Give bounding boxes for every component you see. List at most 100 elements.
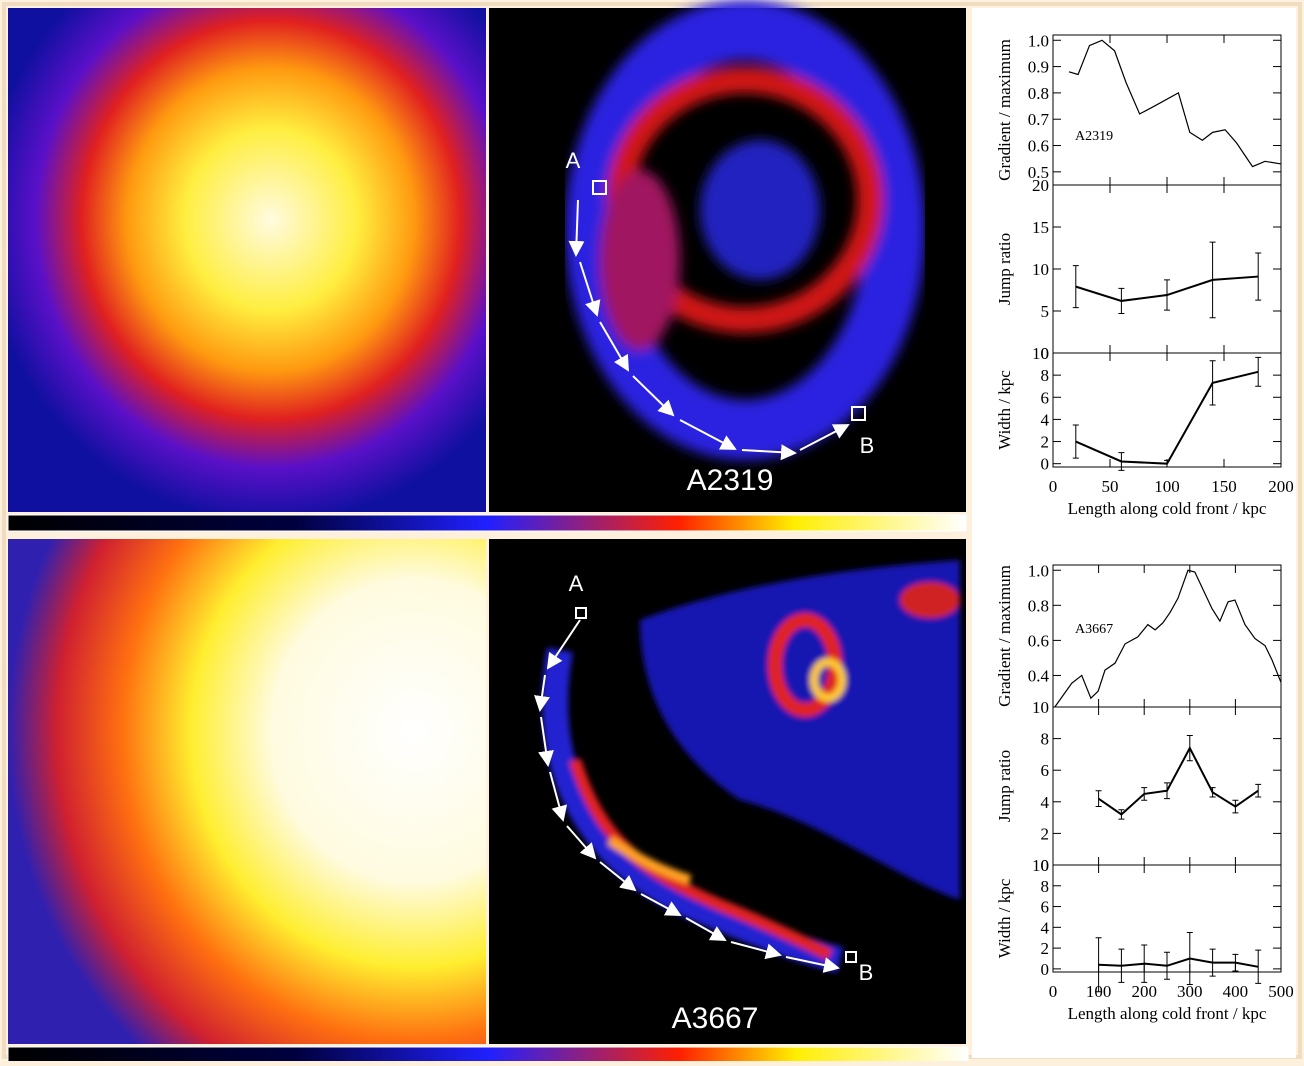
y-tick-label: 10 — [1032, 260, 1049, 279]
y-tick-label: 4 — [1041, 410, 1050, 429]
y-tick-label: 6 — [1041, 388, 1050, 407]
y-tick-label: 8 — [1041, 366, 1050, 385]
data-line — [1054, 569, 1282, 708]
error-bar — [1164, 782, 1170, 800]
y-tick-label: 0.4 — [1028, 666, 1050, 685]
error-bar — [1095, 790, 1102, 808]
arrow — [785, 956, 840, 973]
error-bar — [1255, 356, 1262, 387]
y-tick-label: 2 — [1041, 939, 1050, 958]
x-tick-label: 0 — [1049, 982, 1058, 1001]
error-bar — [1072, 265, 1079, 309]
error-bar — [1186, 734, 1193, 762]
error-bar — [1141, 944, 1148, 983]
error-bar — [1095, 937, 1102, 993]
y-tick-label: 1.0 — [1028, 561, 1049, 580]
data-line — [1098, 745, 1259, 816]
x-tick-label: 200 — [1268, 477, 1294, 496]
arrow — [679, 419, 737, 450]
gradient-structure — [565, 0, 925, 460]
arrow — [579, 261, 601, 317]
arrow — [566, 825, 597, 860]
x-axis-label: Length along cold front / kpc — [1068, 1004, 1267, 1023]
error-bar — [1072, 424, 1079, 459]
gradient-structure — [542, 560, 960, 973]
x-axis-label: Length along cold front / kpc — [1068, 499, 1267, 518]
error-bar — [1141, 787, 1148, 801]
data-line — [1068, 39, 1282, 168]
y-axis-label: Width / kpc — [995, 878, 1014, 958]
y-tick-label: 0.9 — [1028, 58, 1049, 77]
arrow — [632, 375, 675, 417]
y-axis-label: Gradient / maximum — [995, 565, 1014, 707]
error-bar — [1118, 809, 1125, 820]
error-bar — [1255, 949, 1262, 984]
error-bar — [1232, 799, 1239, 814]
error-bar — [1232, 953, 1239, 972]
arrow — [538, 716, 554, 767]
arrow — [640, 893, 682, 916]
y-tick-label: 0.8 — [1028, 84, 1049, 103]
point-label: B — [859, 960, 874, 985]
y-tick-label: 8 — [1041, 730, 1050, 749]
y-tick-label: 15 — [1032, 218, 1049, 237]
y-tick-label: 10 — [1032, 344, 1049, 363]
arrow — [741, 444, 797, 461]
arrow — [599, 861, 637, 892]
x-tick-label: 100 — [1154, 477, 1180, 496]
error-bar — [1118, 452, 1125, 471]
error-bar — [1209, 360, 1216, 406]
y-axis-label: Jump ratio — [995, 233, 1014, 305]
arrow — [799, 424, 850, 451]
error-bar — [1118, 287, 1125, 315]
y-tick-label: 0.6 — [1028, 137, 1049, 156]
error-bar — [1255, 783, 1262, 798]
y-tick-label: 4 — [1041, 793, 1050, 812]
y-tick-label: 5 — [1041, 302, 1050, 321]
error-bar — [1209, 787, 1216, 798]
colorbar — [7, 1046, 969, 1064]
y-tick-label: 0.7 — [1028, 110, 1050, 129]
plot-area-background — [972, 8, 1296, 1058]
arrow — [730, 941, 782, 960]
annotation: A3667 — [1075, 622, 1113, 637]
y-tick-label: 0 — [1041, 455, 1050, 474]
y-tick-label: 1.0 — [1028, 31, 1049, 50]
xray-image — [8, 8, 486, 512]
y-tick-label: 8 — [1041, 877, 1050, 896]
y-tick-label: 10 — [1032, 856, 1049, 875]
error-bar — [1255, 252, 1262, 301]
y-tick-label: 4 — [1041, 918, 1050, 937]
cluster-label: A3667 — [672, 1002, 759, 1035]
arrow — [568, 199, 585, 257]
start-box — [592, 180, 607, 195]
x-tick-label: 0 — [1049, 477, 1058, 496]
xray-image — [8, 539, 486, 1044]
error-bar — [1118, 948, 1125, 983]
start-box — [575, 607, 587, 619]
x-tick-label: 50 — [1102, 477, 1119, 496]
point-label: A — [566, 148, 581, 173]
point-label: B — [860, 433, 875, 458]
y-axis-label: Jump ratio — [995, 750, 1014, 822]
y-tick-label: 0 — [1041, 960, 1050, 979]
error-bar — [1164, 951, 1170, 980]
arrow — [546, 619, 581, 670]
x-tick-label: 500 — [1268, 982, 1294, 1001]
y-tick-label: 2 — [1041, 824, 1050, 843]
colorbar — [7, 514, 967, 532]
error-bar — [1164, 279, 1170, 311]
x-tick-label: 150 — [1211, 477, 1237, 496]
y-tick-label: 0.6 — [1028, 631, 1049, 650]
end-box — [851, 406, 866, 421]
point-label: A — [569, 571, 584, 596]
y-tick-label: 0 — [1041, 856, 1050, 875]
y-tick-label: 0.8 — [1028, 596, 1049, 615]
arrow — [549, 771, 568, 822]
x-tick-label: 400 — [1223, 982, 1249, 1001]
y-tick-label: 2 — [1041, 433, 1050, 452]
y-tick-label: 6 — [1041, 761, 1050, 780]
error-bar — [1186, 932, 1193, 985]
